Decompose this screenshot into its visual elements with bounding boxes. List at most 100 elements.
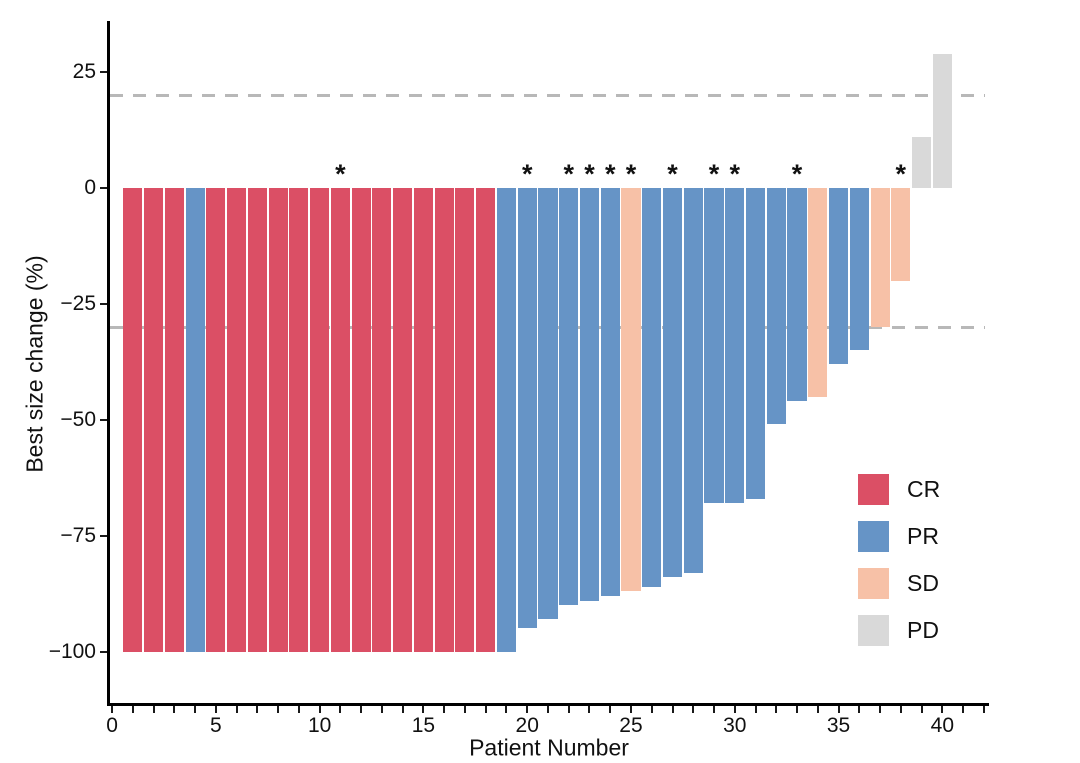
x-tick-6 [235,706,238,713]
x-tick-label-35: 35 [826,714,851,737]
x-tick-21 [546,706,549,713]
y-tick-0 [100,186,107,189]
x-tick-33 [796,706,799,713]
x-tick-1 [131,706,134,713]
x-tick-17 [463,706,466,713]
asterisk-marker-patient-38: * [895,158,907,189]
x-tick-2 [152,706,155,713]
bar-patient-13 [372,187,392,652]
legend-label-SD: SD [907,570,939,596]
asterisk-marker-patient-29: * [708,158,720,189]
x-tick-5 [214,706,217,713]
y-axis-title: Best size change (%) [21,255,48,473]
bar-patient-22 [559,187,579,606]
legend-label-PD: PD [907,617,939,643]
x-tick-20 [526,706,529,713]
asterisk-marker-patient-11: * [335,158,346,189]
bar-patient-10 [310,187,330,652]
x-tick-label-40: 40 [930,714,954,737]
x-tick-18 [484,706,487,713]
bar-patient-32 [766,187,786,425]
legend-swatch-CR [858,474,889,505]
x-tick-29 [713,706,715,713]
y-tick-label--75: −75 [60,523,96,547]
bar-patient-8 [268,187,288,652]
x-tick-label-10: 10 [307,714,332,737]
bar-patient-12 [351,187,371,652]
y-tick--75 [100,534,107,537]
bar-patient-33 [787,187,807,402]
asterisk-marker-patient-24: * [604,158,616,189]
x-tick-label-30: 30 [723,714,747,737]
x-tick-23 [588,706,591,713]
asterisk-marker-patient-30: * [729,158,741,189]
y-tick-label--100: −100 [48,639,96,663]
bar-patient-19 [496,187,516,652]
x-tick-10 [318,706,321,713]
bar-patient-2 [144,187,164,652]
bar-patient-39 [912,136,932,188]
x-tick-7 [256,706,259,713]
legend-item-SD: SD [858,560,940,607]
x-tick-36 [858,706,861,713]
x-tick-13 [380,706,383,713]
y-tick-25 [100,71,107,74]
bar-patient-20 [517,187,537,629]
legend-swatch-PD [858,615,889,646]
x-tick-19 [505,706,508,713]
x-tick-16 [443,706,446,713]
x-axis-title: Patient Number [469,734,629,761]
bar-patient-36 [849,187,869,351]
x-tick-25 [629,706,632,713]
legend-swatch-SD [858,568,889,599]
x-tick-28 [692,706,695,713]
x-tick-27 [671,706,674,713]
legend-item-PR: PR [858,513,940,560]
x-tick-0 [111,706,114,713]
asterisk-marker-patient-20: * [521,158,533,189]
x-tick-24 [609,706,612,713]
x-tick-label-15: 15 [411,714,436,737]
bar-patient-9 [289,187,309,652]
bar-patient-1 [123,187,143,652]
x-tick-31 [754,706,757,713]
x-tick-39 [920,706,923,713]
x-tick-42 [982,706,985,713]
x-tick-4 [194,706,197,713]
asterisk-marker-patient-25: * [625,158,637,189]
x-tick-15 [422,706,425,713]
plot-panel: * * * * * * * * * * * [110,22,988,705]
bar-patient-15 [413,187,433,652]
bar-patient-35 [829,187,849,365]
x-tick-12 [360,706,363,713]
bar-patient-18 [476,187,496,652]
bar-patient-16 [434,187,454,652]
x-tick-label-20: 20 [515,714,539,737]
bar-patient-29 [704,187,724,504]
bar-patient-25 [621,187,641,592]
bar-patient-24 [600,187,620,597]
bar-patient-34 [808,187,828,397]
y-tick-label-25: 25 [72,60,96,84]
x-tick-label-25: 25 [619,714,643,737]
y-tick-label--50: −50 [60,407,96,431]
bar-patient-7 [247,187,267,652]
bar-patient-5 [206,187,226,652]
x-tick-30 [733,706,736,713]
asterisk-marker-patient-22: * [563,158,574,189]
x-tick-label-0: 0 [106,714,118,737]
asterisk-marker-patient-27: * [667,158,678,189]
y-axis-line [107,21,110,706]
y-tick-label--25: −25 [60,291,96,315]
bar-patient-6 [227,187,247,652]
x-tick-35 [837,706,840,713]
bar-patient-11 [330,187,350,652]
x-tick-32 [775,706,778,713]
y-tick-label-0: 0 [84,175,96,199]
y-tick--50 [100,418,107,421]
legend-label-PR: PR [907,523,939,549]
x-tick-26 [650,706,653,713]
bar-patient-30 [725,187,745,504]
x-tick-40 [941,706,944,713]
